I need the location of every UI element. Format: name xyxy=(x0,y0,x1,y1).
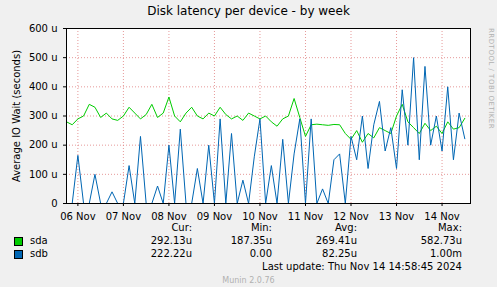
svg-text:14 Nov: 14 Nov xyxy=(424,211,460,222)
html-text:582.73u: 582.73u xyxy=(420,235,462,246)
svg-text:0: 0 xyxy=(51,198,57,209)
html-text:1.00m: 1.00m xyxy=(430,248,462,259)
html-text:82.25u: 82.25u xyxy=(322,248,357,259)
svg-text:200 u: 200 u xyxy=(29,139,58,150)
html-text:Munin 2.0.76: Munin 2.0.76 xyxy=(222,276,275,285)
html-text:0.00: 0.00 xyxy=(249,248,272,259)
html-text:Avg:: Avg: xyxy=(335,222,357,233)
svg-text:500 u: 500 u xyxy=(29,52,58,63)
svg-text:13 Nov: 13 Nov xyxy=(379,211,415,222)
svg-text:300 u: 300 u xyxy=(29,110,58,121)
html-text:RRDTOOL / TOBI OETIKER: RRDTOOL / TOBI OETIKER xyxy=(487,28,495,130)
svg-text:08 Nov: 08 Nov xyxy=(151,211,187,222)
html-text:sdb: sdb xyxy=(30,248,48,259)
html-text:Cur:: Cur: xyxy=(171,222,192,233)
html-text:292.13u: 292.13u xyxy=(150,235,192,246)
svg-text:11 Nov: 11 Nov xyxy=(288,211,324,222)
svg-text:400 u: 400 u xyxy=(29,81,58,92)
svg-text:Average IO Wait (seconds): Average IO Wait (seconds) xyxy=(11,50,22,182)
svg-text:600 u: 600 u xyxy=(29,23,58,34)
html-text:222.22u: 222.22u xyxy=(150,248,192,259)
html-text:269.41u: 269.41u xyxy=(315,235,357,246)
svg-text:10 Nov: 10 Nov xyxy=(242,211,278,222)
svg-text:06 Nov: 06 Nov xyxy=(60,211,96,222)
svg-text:09 Nov: 09 Nov xyxy=(197,211,233,222)
svg-text:100 u: 100 u xyxy=(29,169,58,180)
html-text:Min:: Min: xyxy=(250,222,272,233)
svg-text:12 Nov: 12 Nov xyxy=(333,211,369,222)
html-text:187.35u: 187.35u xyxy=(230,235,272,246)
svg-text:07 Nov: 07 Nov xyxy=(106,211,142,222)
html-text:Last update: Thu Nov 14 14:58:: Last update: Thu Nov 14 14:58:45 2024 xyxy=(262,261,462,272)
html-text:Disk latency per device - by w: Disk latency per device - by week xyxy=(147,4,350,18)
html-text:sda: sda xyxy=(30,235,48,246)
html-text:Max:: Max: xyxy=(438,222,462,233)
